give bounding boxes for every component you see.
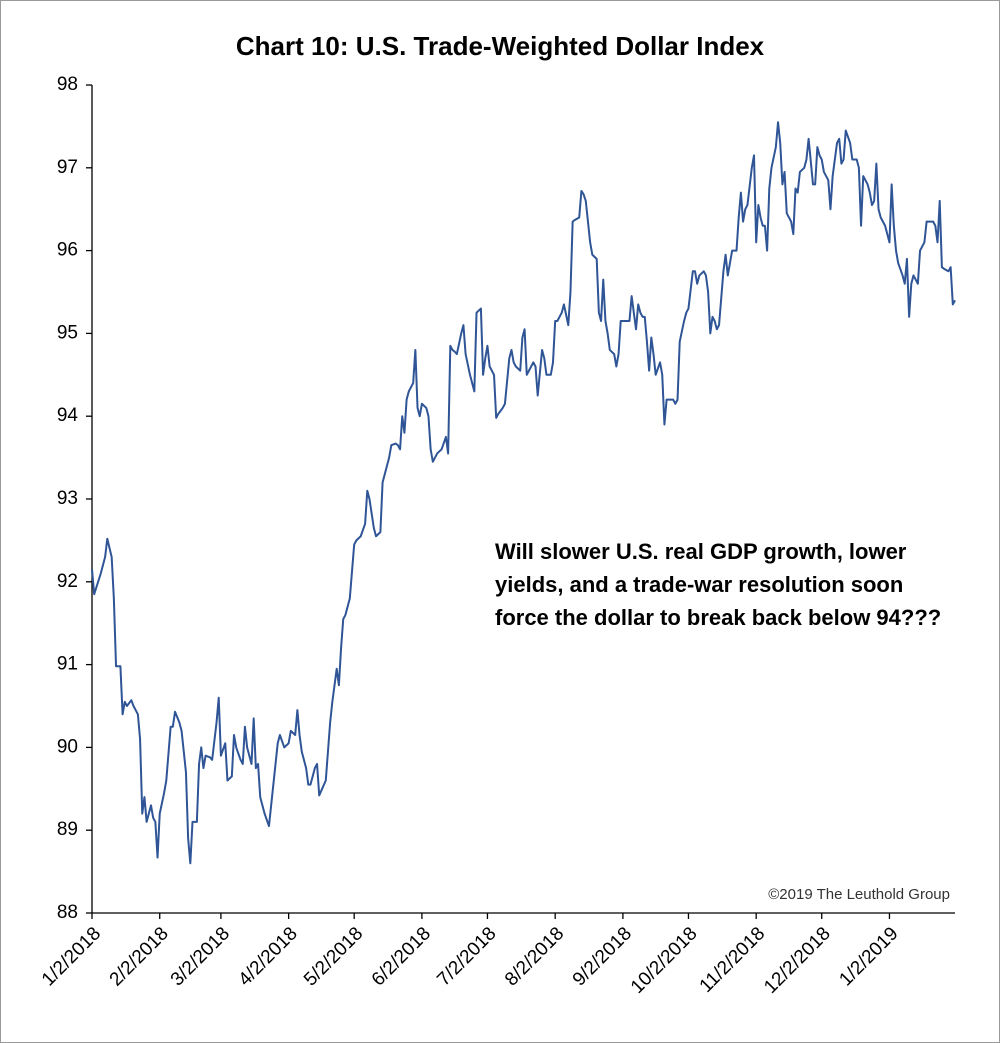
annotation: yields, and a trade-war resolution soon xyxy=(495,572,903,597)
y-tick-label: 88 xyxy=(57,902,78,923)
y-tick-label: 94 xyxy=(57,405,79,426)
annotation: force the dollar to break back below 94?… xyxy=(495,605,941,630)
y-tick-label: 96 xyxy=(57,240,78,261)
y-tick-label: 95 xyxy=(57,322,78,343)
y-tick-label: 93 xyxy=(57,488,78,509)
chart-title: Chart 10: U.S. Trade-Weighted Dollar Ind… xyxy=(236,31,765,61)
annotation: Will slower U.S. real GDP growth, lower xyxy=(495,539,907,564)
y-tick-label: 89 xyxy=(57,819,78,840)
data-line xyxy=(91,121,956,865)
y-tick-label: 97 xyxy=(57,157,78,178)
source: ©2019 The Leuthold Group xyxy=(768,886,950,903)
y-tick-label: 98 xyxy=(57,74,78,95)
y-tick-label: 91 xyxy=(57,654,78,675)
y-tick-label: 90 xyxy=(57,736,78,757)
y-tick-label: 92 xyxy=(57,571,78,592)
